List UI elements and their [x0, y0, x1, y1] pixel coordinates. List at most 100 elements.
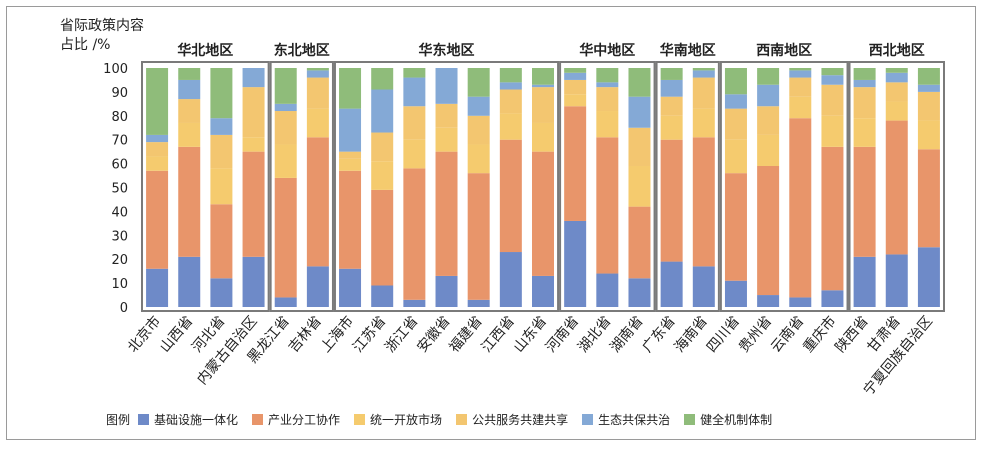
- legend-swatch: [582, 413, 594, 425]
- region-label: 华北地区: [177, 42, 233, 59]
- bar-segment: [789, 68, 812, 71]
- category-label: 吉林省: [286, 313, 325, 355]
- bar-segment: [628, 165, 651, 207]
- bar-segment: [532, 275, 554, 307]
- y-axis-label-line-1: 省际政策内容: [60, 18, 144, 34]
- bar-segment: [853, 118, 876, 147]
- bar-segment: [692, 68, 715, 71]
- bar-segment: [467, 96, 490, 116]
- bar-segment: [789, 297, 812, 307]
- bar-segment: [371, 68, 394, 90]
- bar-segment: [178, 79, 201, 100]
- bar-segment: [274, 103, 297, 112]
- bar-segment: [210, 204, 233, 279]
- bar-segment: [757, 134, 780, 166]
- bar-segment: [853, 68, 876, 80]
- bar-segment: [146, 170, 169, 269]
- bar-segment: [628, 96, 651, 128]
- bar-segment: [596, 68, 619, 83]
- bar-segment: [210, 118, 233, 135]
- bar-segment: [178, 146, 201, 257]
- bar-segment: [146, 134, 169, 143]
- bar-segment: [724, 139, 747, 174]
- bar-segment: [853, 256, 876, 307]
- bar-segment: [435, 103, 458, 128]
- bar-segment: [757, 68, 780, 85]
- bar-segment: [306, 137, 329, 267]
- category-label: 重庆市: [799, 313, 839, 356]
- bar-segment: [821, 68, 844, 76]
- bar-segment: [660, 96, 683, 116]
- bar-segment: [628, 206, 651, 279]
- y-tick-label: 80: [111, 110, 128, 125]
- bar-segment: [821, 75, 844, 85]
- bar-segment: [403, 299, 426, 307]
- bar-segment: [146, 156, 169, 171]
- bar-segment: [178, 256, 201, 307]
- legend-item: 基础设施一体化: [138, 411, 238, 428]
- bar-segment: [467, 115, 490, 145]
- legend-label: 生态共保共治: [598, 412, 671, 427]
- y-tick-label: 10: [111, 277, 128, 292]
- bar-segment: [210, 68, 233, 119]
- category-label: 云南省: [768, 313, 807, 355]
- bar-segment: [853, 146, 876, 257]
- bar-segment: [789, 70, 812, 78]
- bar-segment: [885, 72, 908, 83]
- bar-segment: [403, 106, 426, 140]
- bar-segment: [403, 77, 426, 107]
- bar-segment: [789, 118, 812, 298]
- bar-segment: [596, 82, 619, 88]
- y-tick-label: 50: [111, 182, 128, 197]
- legend-swatch: [456, 413, 468, 425]
- bar-segment: [532, 151, 554, 276]
- bar-segment: [917, 68, 940, 85]
- category-label: 浙江省: [382, 313, 421, 355]
- bar-segment: [692, 77, 715, 109]
- bar-segment: [339, 268, 362, 307]
- bar-segment: [371, 89, 394, 133]
- bar-segment: [146, 268, 169, 307]
- bar-segment: [532, 87, 554, 123]
- bar-segment: [499, 68, 522, 83]
- legend: 图例 基础设施一体化 产业分工协作 统一开放市场 公共服务共建共享 生态共保共治 健全机制…: [106, 410, 786, 428]
- bar-segment: [242, 256, 265, 307]
- bar-segment: [178, 99, 201, 123]
- bar-segment: [660, 79, 683, 97]
- bar-segment: [532, 84, 554, 88]
- bar-segment: [596, 111, 619, 138]
- legend-title: 图例: [106, 412, 131, 427]
- region-label: 华中地区: [579, 42, 635, 59]
- legend-item: 统一开放市场: [354, 411, 442, 428]
- bar-segment: [564, 79, 587, 95]
- bar-segment: [564, 68, 587, 73]
- region-label: 华东地区: [419, 42, 475, 59]
- bar-segment: [692, 137, 715, 267]
- region-box: [559, 61, 656, 312]
- bar-segment: [339, 68, 362, 109]
- bar-segment: [757, 295, 780, 307]
- bar-segment: [242, 68, 265, 88]
- bar-segment: [435, 275, 458, 307]
- bar-segment: [274, 297, 297, 307]
- bar-segment: [917, 84, 940, 92]
- region-box: [848, 61, 946, 312]
- bar-segment: [339, 108, 362, 152]
- legend-label: 产业分工协作: [268, 412, 341, 427]
- region-box: [719, 61, 849, 312]
- region-box: [333, 61, 560, 312]
- bar-segment: [628, 127, 651, 166]
- legend-item: 产业分工协作: [252, 411, 340, 428]
- bar-segment: [660, 261, 683, 307]
- bar-segment: [885, 101, 908, 121]
- bar-segment: [885, 82, 908, 102]
- bar-segment: [499, 82, 522, 90]
- category-label: 北京市: [124, 313, 164, 356]
- bar-segment: [724, 280, 747, 307]
- bar-segment: [564, 106, 587, 221]
- bar-segment: [435, 151, 458, 276]
- bar-segment: [403, 68, 426, 78]
- bar-segment: [435, 127, 458, 152]
- bar-segment: [789, 96, 812, 119]
